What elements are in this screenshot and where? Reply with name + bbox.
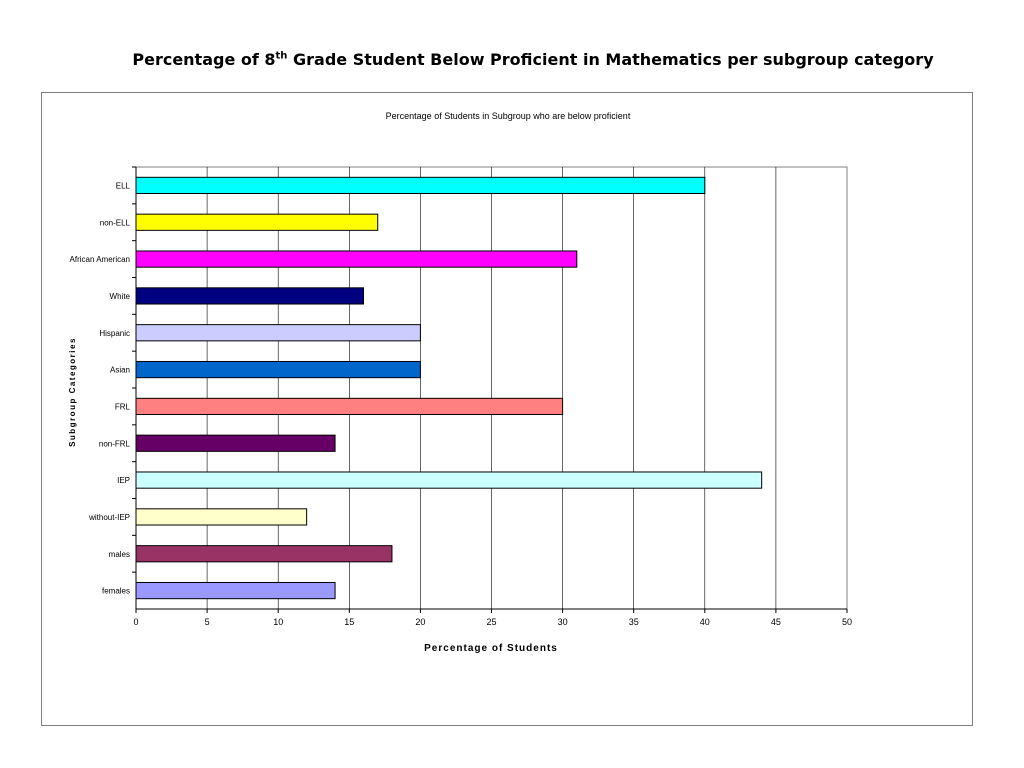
bar-asian <box>135 360 421 379</box>
x-axis-title: Percentage of Students <box>424 643 558 654</box>
bar-african-american <box>135 250 578 268</box>
y-category-label: without-IEP <box>88 513 130 522</box>
x-tick-label: 5 <box>205 617 210 627</box>
slide-title-post: Grade Student Below Proficient in Mathem… <box>287 50 934 69</box>
y-category-label: ELL <box>116 181 131 190</box>
y-category-label: non-FRL <box>99 439 131 448</box>
bar-ell <box>135 176 706 195</box>
y-category-label: IEP <box>117 476 130 485</box>
bar-non-ell <box>135 213 379 231</box>
slide-title-superscript: th <box>275 50 288 62</box>
bar-non-frl <box>135 434 336 452</box>
bar-chart: Percentage of Students in Subgroup who a… <box>68 111 852 654</box>
y-axis-title: Subgroup Categories <box>68 337 77 447</box>
bar-females <box>135 581 336 600</box>
x-tick-label: 30 <box>558 617 568 627</box>
x-tick-label: 50 <box>842 617 852 627</box>
x-tick-label: 45 <box>771 617 781 627</box>
bar-iep <box>135 471 763 489</box>
x-tick-label: 35 <box>629 617 639 627</box>
x-tick-label: 10 <box>273 617 283 627</box>
y-category-label: non-ELL <box>100 218 131 227</box>
x-tick-label: 25 <box>486 617 496 627</box>
y-category-label: African American <box>70 255 130 264</box>
slide-title: Percentage of 8th Grade Student Below Pr… <box>0 50 1024 69</box>
y-category-label: Hispanic <box>99 329 130 338</box>
x-tick-label: 40 <box>700 617 710 627</box>
chart-frame: Percentage of Students in Subgroup who a… <box>41 92 973 726</box>
bar-white <box>135 287 365 305</box>
y-category-label: FRL <box>115 402 131 411</box>
bar-frl <box>135 397 564 416</box>
x-tick-label: 0 <box>133 617 138 627</box>
bar-hispanic <box>135 324 421 342</box>
x-tick-label: 20 <box>415 617 425 627</box>
y-category-label: White <box>110 292 131 301</box>
bar-males <box>135 545 393 563</box>
slide-title-pre: Percentage of 8 <box>132 50 276 69</box>
y-category-label: females <box>102 587 130 596</box>
plot-area: 0 5 10 15 20 25 30 35 40 45 50 ELL non-ELL African Am… <box>70 166 852 627</box>
y-category-label: males <box>109 550 130 559</box>
bar-without-iep <box>135 508 308 526</box>
chart-title: Percentage of Students in Subgroup who a… <box>386 111 631 121</box>
y-category-label: Asian <box>110 366 130 375</box>
x-tick-label: 15 <box>344 617 354 627</box>
